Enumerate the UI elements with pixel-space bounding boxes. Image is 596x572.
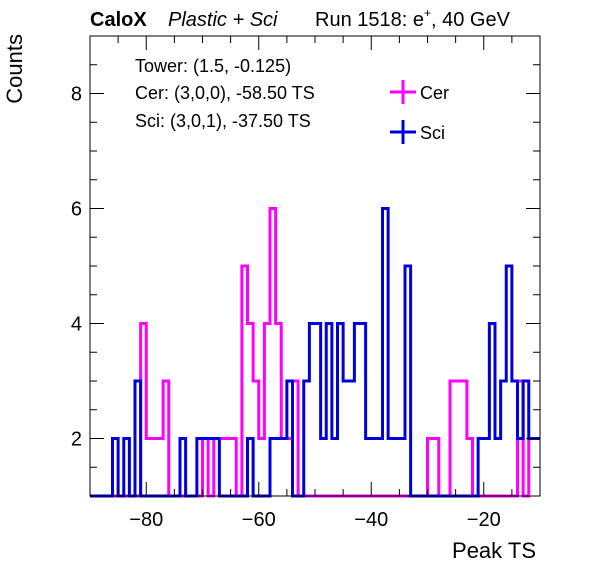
annotation-sci: Sci: (3,0,1), -37.50 TS (135, 111, 311, 131)
annotation-cer: Cer: (3,0,0), -58.50 TS (135, 83, 315, 103)
plot-frame (89, 35, 541, 497)
title-energy: , 40 GeV (431, 9, 511, 31)
x-tick-label: −20 (467, 509, 501, 531)
legend-label-sci: Sci (420, 123, 445, 143)
annotation-tower: Tower: (1.5, -0.125) (135, 56, 291, 76)
x-tick-label: −40 (354, 509, 388, 531)
title-brand: CaloX (90, 9, 147, 31)
series-cer-step-line (90, 207, 540, 498)
series-layer (90, 207, 540, 498)
y-axis-label: Counts (2, 34, 27, 104)
y-tick-label: 8 (71, 84, 82, 106)
legend-label-cer: Cer (420, 83, 449, 103)
x-axis-label: Peak TS (452, 538, 536, 563)
series-sci-step-line (90, 207, 540, 498)
title-run: Run 1518: e+, 40 GeV (315, 6, 511, 31)
title-run-sup: + (424, 6, 431, 20)
y-tick-label: 6 (71, 199, 82, 221)
x-tick-label: −80 (129, 509, 163, 531)
y-tick-label: 4 (71, 314, 82, 336)
y-tick-label: 2 (71, 429, 82, 451)
title-subtitle: Plastic + Sci (168, 9, 278, 31)
title-run-text: Run 1518: e (315, 9, 424, 31)
x-tick-label: −60 (242, 509, 276, 531)
axes-layer: −80 −60 −40 −20 2 4 6 8 (71, 35, 541, 531)
legend: Cer Sci (390, 80, 449, 144)
